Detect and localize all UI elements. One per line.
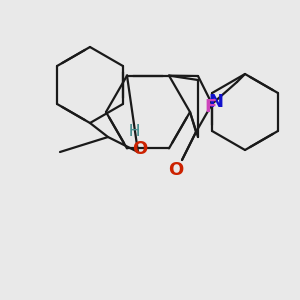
Text: O: O — [132, 140, 148, 158]
Text: N: N — [208, 93, 224, 111]
Text: H: H — [128, 124, 140, 140]
Text: F: F — [204, 98, 216, 116]
Text: H: H — [128, 124, 140, 140]
Text: O: O — [168, 161, 184, 179]
